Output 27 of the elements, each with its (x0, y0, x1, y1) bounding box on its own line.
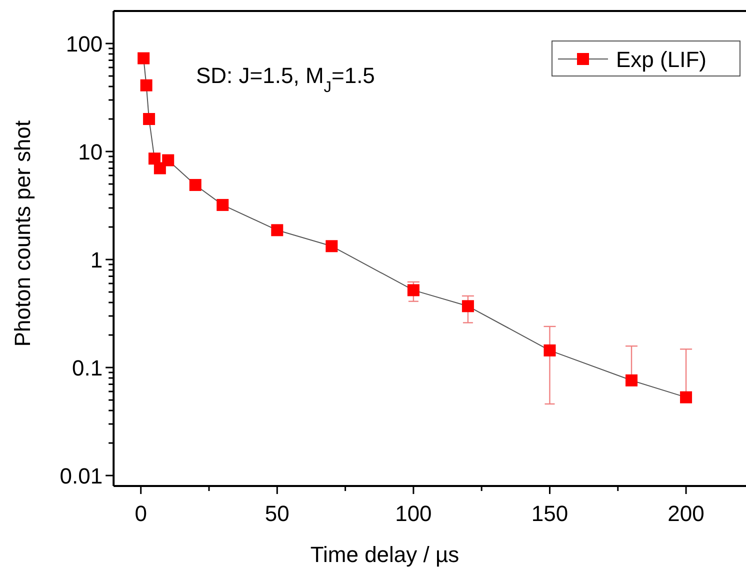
y-tick-label: 100 (66, 32, 103, 57)
point (189, 178, 202, 191)
y-tick-label: 10 (78, 140, 103, 165)
point (544, 344, 556, 356)
point (162, 154, 174, 166)
y-tick-label: 1 (90, 248, 103, 273)
x-axis-title: Time delay / µs (310, 542, 460, 567)
x-tick-label: 50 (264, 501, 290, 526)
legend-label: Exp (LIF) (616, 47, 706, 72)
y-tick-label: 0.01 (60, 464, 103, 489)
point (626, 374, 638, 386)
point (271, 224, 284, 236)
point (216, 198, 229, 211)
x-tick-label: 100 (395, 501, 432, 526)
y-tick-label: 0.1 (72, 356, 103, 381)
point (407, 284, 420, 296)
point (680, 391, 692, 404)
point (462, 300, 474, 312)
x-tick-label: 200 (668, 501, 704, 526)
point (143, 113, 156, 126)
x-tick-label: 150 (531, 501, 568, 526)
annotation: SD: J=1.5, M$_{J}$=1.5 (196, 63, 375, 96)
point (326, 240, 338, 252)
y-axis-title: Photon counts per shot (10, 120, 35, 347)
point (138, 52, 150, 64)
x-tick-label: 0 (134, 501, 147, 526)
point (140, 79, 152, 92)
